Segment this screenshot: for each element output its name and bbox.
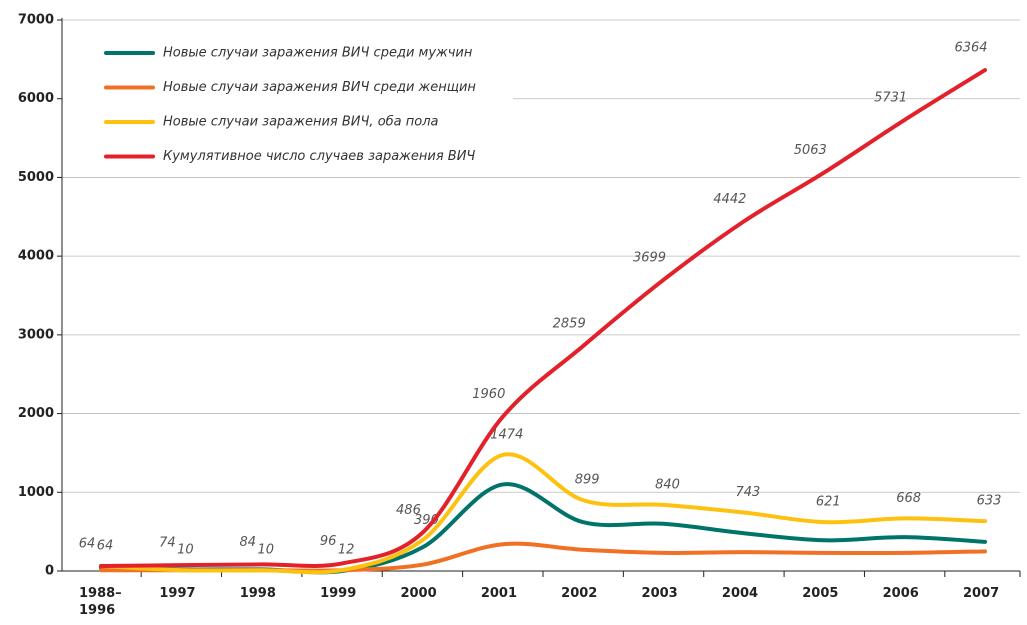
series-line [99,482,987,575]
x-tick-label: 2005 [802,586,839,601]
x-tick-label: 1999 [320,586,357,601]
value-label: 621 [816,495,841,510]
value-label: 64 [79,536,96,551]
value-label: 899 [575,473,600,488]
x-tick-label: 1988–1996 [79,586,122,618]
value-label: 6364 [954,41,987,56]
x-tick-label: 2003 [641,586,678,601]
value-label: 2859 [553,316,586,331]
x-tick-label: 2007 [963,586,1000,601]
x-tick-label: 1998 [239,586,276,601]
value-label: 5063 [794,143,827,158]
legend-label: Новые случаи заражения ВИЧ среди мужчин [163,46,473,61]
y-tick-label: 7000 [18,13,54,28]
value-label: 743 [735,485,760,500]
value-label: 486 [396,503,421,518]
value-label: 633 [977,494,1002,509]
value-label: 4442 [713,192,746,207]
value-label: 840 [655,477,680,492]
y-tick-label: 5000 [18,170,54,185]
series-line [99,68,987,568]
value-label: 12 [338,543,355,558]
value-label: 84 [239,535,256,550]
series-line [99,452,987,575]
legend-label: Новые случаи заражения ВИЧ среди женщин [163,80,476,95]
value-label: 3699 [633,250,666,265]
x-tick-label: 2006 [882,586,919,601]
y-tick-label: 4000 [18,249,54,264]
y-tick-label: 6000 [18,91,54,106]
value-label: 5731 [874,90,907,105]
x-tick-label: 2002 [561,586,598,601]
value-label: 64 [97,538,114,553]
legend-label: Новые случаи заражения ВИЧ, оба пола [163,115,439,130]
value-label: 10 [257,543,274,558]
y-tick-label: 1000 [18,485,54,500]
value-label: 1960 [472,387,505,402]
x-tick-label: 2001 [480,586,517,601]
y-tick-label: 3000 [18,327,54,342]
value-label: 96 [320,534,337,549]
value-label: 1474 [490,427,523,442]
x-tick-label: 2000 [400,586,437,601]
y-tick-label: 2000 [18,406,54,421]
x-tick-label: 2004 [721,586,759,601]
x-tick-label: 1997 [159,586,196,601]
y-tick-label: 0 [45,564,54,579]
legend-label: Кумулятивное число случаев заражения ВИЧ [163,149,475,164]
value-label: 10 [177,543,194,558]
value-label: 74 [159,536,176,551]
value-label: 668 [896,491,921,506]
